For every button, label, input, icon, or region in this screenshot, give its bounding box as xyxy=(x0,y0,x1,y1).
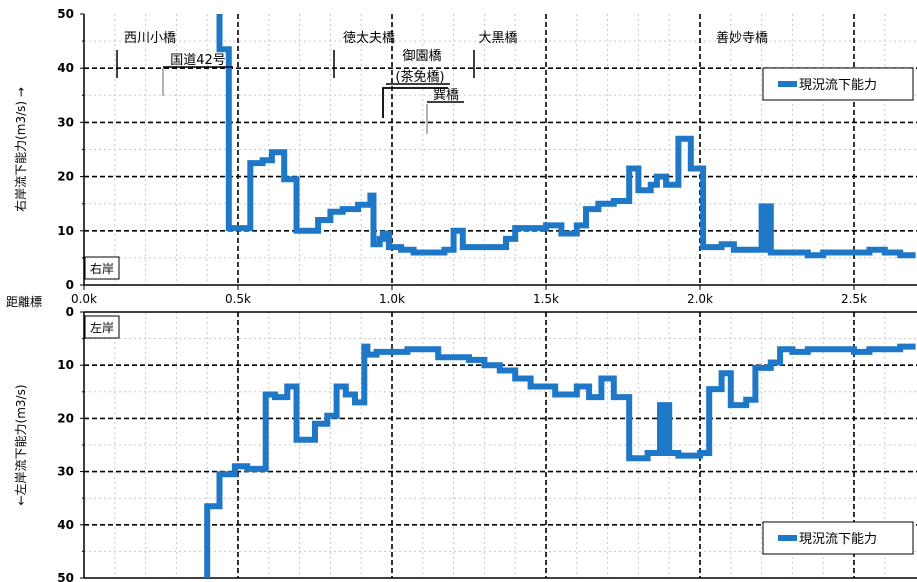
bridge-label: 徳太夫橋 xyxy=(343,31,395,46)
y-tick-label: 30 xyxy=(57,115,74,129)
legend-label: 現況流下能力 xyxy=(799,532,877,547)
bridge-bracket xyxy=(382,87,448,118)
x-tick-label: 1.5k xyxy=(533,292,559,306)
bridge-label: 善妙寺橋 xyxy=(716,30,768,46)
y-tick-label: 30 xyxy=(57,465,74,479)
side-label-box xyxy=(84,256,120,280)
top-panel-right-bank: 0 10 20 30 40 50 右岸流下能力(m3/s) → 右岸 現況流下能力 西川小橋国道4… xyxy=(13,7,917,292)
x-axis-label: 距離標 xyxy=(6,295,42,309)
x-tick-label: 2.0k xyxy=(687,292,713,306)
bridge-label: 西川小橋 xyxy=(124,31,176,46)
bridge-label: 巽橋 xyxy=(433,88,459,103)
y-tick-label: 50 xyxy=(57,571,74,582)
y-axis-label: 右岸流下能力(m3/s) → xyxy=(13,87,28,212)
x-tick-label: 1.0k xyxy=(379,292,405,306)
bridge-label: 国道42号 xyxy=(170,53,226,68)
y-tick-label: 0 xyxy=(66,278,74,292)
bridge-label: (茶免橋) xyxy=(395,69,444,85)
y-tick-label: 20 xyxy=(57,411,74,425)
side-label: 右岸 xyxy=(90,261,114,276)
y-tick-label: 20 xyxy=(57,170,74,184)
side-label-box xyxy=(84,315,120,339)
y-tick-label: 40 xyxy=(57,61,74,75)
series-line-capacity xyxy=(216,14,916,259)
side-label: 左岸 xyxy=(90,320,114,335)
y-tick-label: 10 xyxy=(57,358,74,372)
y-tick-label: 40 xyxy=(57,518,74,532)
y-axis-label: ←左岸流下能力(m3/s) xyxy=(13,384,28,505)
y-tick-label: 10 xyxy=(57,224,74,238)
x-tick-label: 0.5k xyxy=(225,292,251,306)
distance-axis: 距離標 0.0k 0.5k 1.0k 1.5k 2.0k 2.5k xyxy=(6,285,867,309)
bridge-label: 大黒橋 xyxy=(478,31,517,46)
y-tick-label: 50 xyxy=(57,7,74,21)
y-tick-label: 0 xyxy=(66,305,74,319)
series-line-capacity xyxy=(204,343,916,578)
bridge-label: 御園橋 xyxy=(402,49,441,64)
x-tick-label: 2.5k xyxy=(841,292,867,306)
x-tick-label: 0.0k xyxy=(71,292,97,306)
legend-label: 現況流下能力 xyxy=(799,78,877,93)
